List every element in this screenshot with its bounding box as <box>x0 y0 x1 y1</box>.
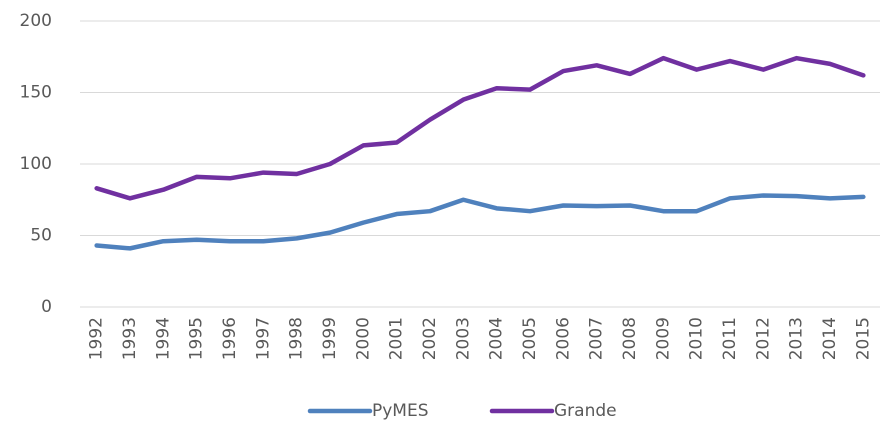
x-tick-label: 2008 <box>620 317 640 360</box>
y-tick-label: 0 <box>41 297 52 317</box>
x-tick-label: 2002 <box>420 317 440 360</box>
x-tick-label: 2013 <box>787 317 807 360</box>
x-tick-label: 2011 <box>720 317 740 360</box>
x-tick-label: 1992 <box>87 317 107 360</box>
x-tick-label: 2004 <box>487 317 507 360</box>
x-tick-label: 1993 <box>120 317 140 360</box>
legend-label: Grande <box>554 401 617 421</box>
x-tick-label: 2000 <box>353 317 373 360</box>
line-series <box>94 193 866 251</box>
y-tick-label: 200 <box>20 11 52 31</box>
y-tick-label: 100 <box>20 154 52 174</box>
x-tick-label: 1997 <box>253 317 273 360</box>
x-tick-label: 1998 <box>287 317 307 360</box>
x-tick-label: 2015 <box>853 317 873 360</box>
x-tick-label: 2007 <box>587 317 607 360</box>
x-tick-label: 1996 <box>220 317 240 360</box>
line-series <box>94 55 866 201</box>
x-tick-label: 1995 <box>187 317 207 360</box>
x-tick-label: 1999 <box>320 317 340 360</box>
legend-label: PyMES <box>372 401 429 421</box>
x-tick-label: 2003 <box>453 317 473 360</box>
x-tick-label: 2005 <box>520 317 540 360</box>
y-tick-label: 150 <box>20 83 52 103</box>
x-tick-label: 2010 <box>687 317 707 360</box>
x-tick-label: 2012 <box>753 317 773 360</box>
x-tick-label: 2001 <box>387 317 407 360</box>
x-tick-label: 2014 <box>820 317 840 360</box>
x-tick-label: 1994 <box>153 317 173 360</box>
x-tick-label: 2006 <box>553 317 573 360</box>
x-tick-label: 2009 <box>653 317 673 360</box>
y-tick-label: 50 <box>30 226 52 246</box>
